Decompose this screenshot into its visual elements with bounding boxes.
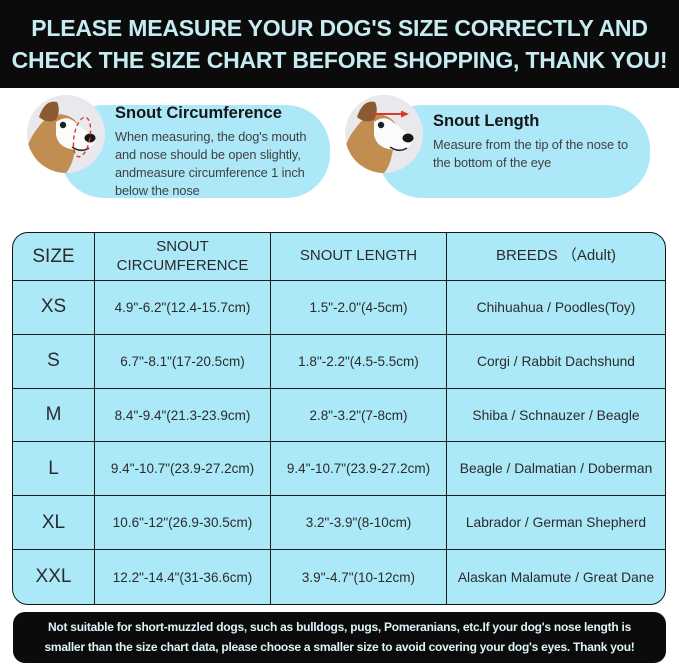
length-m: 2.8"-3.2"(7-8cm) xyxy=(271,388,447,443)
circumference-s: 6.7"-8.1"(17-20.5cm) xyxy=(95,334,271,389)
dog-head-circumference-photo xyxy=(27,95,105,173)
snout-length-text: Snout Length Measure from the tip of the… xyxy=(433,112,645,172)
column-header-circumference: SNOUT CIRCUMFERENCE xyxy=(95,233,271,281)
circumference-xl: 10.6"-12"(26.9-30.5cm) xyxy=(95,496,271,551)
size-label-s: S xyxy=(13,334,95,389)
circumference-xxl: 12.2"-14.4"(31-36.6cm) xyxy=(95,550,271,604)
banner-line-2: CHECK THE SIZE CHART BEFORE SHOPPING, TH… xyxy=(11,46,668,73)
circumference-m: 8.4"-9.4"(21.3-23.9cm) xyxy=(95,388,271,443)
breeds-m: Shiba / Schnauzer / Beagle xyxy=(447,389,665,443)
length-xxl: 3.9"-4.7"(10-12cm) xyxy=(271,550,447,604)
size-chart-table: SIZE SNOUT CIRCUMFERENCE SNOUT LENGTH BR… xyxy=(12,232,666,605)
bottom-note-banner: Not suitable for short-muzzled dogs, suc… xyxy=(13,612,666,663)
breeds-xs: Chihuahua / Poodles(Toy) xyxy=(447,281,665,335)
dog-head-icon xyxy=(27,95,105,173)
length-s: 1.8"-2.2"(4.5-5.5cm) xyxy=(271,334,447,389)
length-l: 9.4"-10.7"(23.9-27.2cm) xyxy=(271,442,447,497)
snout-length-title: Snout Length xyxy=(433,112,540,130)
size-label-m: M xyxy=(13,388,95,443)
snout-circumference-title: Snout Circumference xyxy=(115,104,282,122)
dog-head-length-photo xyxy=(345,95,423,173)
breeds-l: Beagle / Dalmatian / Doberman xyxy=(447,442,665,497)
snout-length-card xyxy=(378,105,650,198)
column-header-length: SNOUT LENGTH xyxy=(271,233,447,281)
size-label-l: L xyxy=(13,442,95,497)
circumference-l: 9.4"-10.7"(23.9-27.2cm) xyxy=(95,442,271,497)
breeds-xxl: Alaskan Malamute / Great Dane xyxy=(457,569,655,585)
size-label-xs: XS xyxy=(13,281,95,335)
circumference-xs: 4.9"-6.2"(12.4-15.7cm) xyxy=(95,281,271,335)
top-warning-banner: PLEASE MEASURE YOUR DOG'S SIZE CORRECTLY… xyxy=(0,0,679,88)
size-label-xl: XL xyxy=(13,496,95,551)
breeds-xl: Labrador / German Shepherd xyxy=(447,496,665,551)
length-xs: 1.5"-2.0"(4-5cm) xyxy=(271,281,447,335)
snout-circumference-body: When measuring, the dog's mouth and nose… xyxy=(115,129,307,199)
column-header-size: SIZE xyxy=(13,233,95,281)
snout-circumference-card xyxy=(60,105,330,198)
snout-circumference-text: Snout Circumference When measuring, the … xyxy=(115,104,327,201)
red-arrow-marker-icon xyxy=(371,110,409,118)
column-header-breeds: BREEDS （Adult) xyxy=(447,233,665,281)
red-dashed-ellipse-marker-icon xyxy=(72,116,92,158)
breeds-s: Corgi / Rabbit Dachshund xyxy=(447,335,665,389)
footer-note-line-1: Not suitable for short-muzzled dogs, suc… xyxy=(47,620,632,635)
size-label-xxl: XXL xyxy=(13,550,95,604)
dog-head-icon xyxy=(345,95,423,173)
banner-line-1: PLEASE MEASURE YOUR DOG'S SIZE CORRECTLY… xyxy=(31,14,648,41)
snout-length-body: Measure from the tip of the nose to the … xyxy=(433,137,628,171)
length-xl: 3.2"-3.9"(8-10cm) xyxy=(271,496,447,551)
footer-note-line-2: smaller than the size chart data, please… xyxy=(44,639,635,654)
